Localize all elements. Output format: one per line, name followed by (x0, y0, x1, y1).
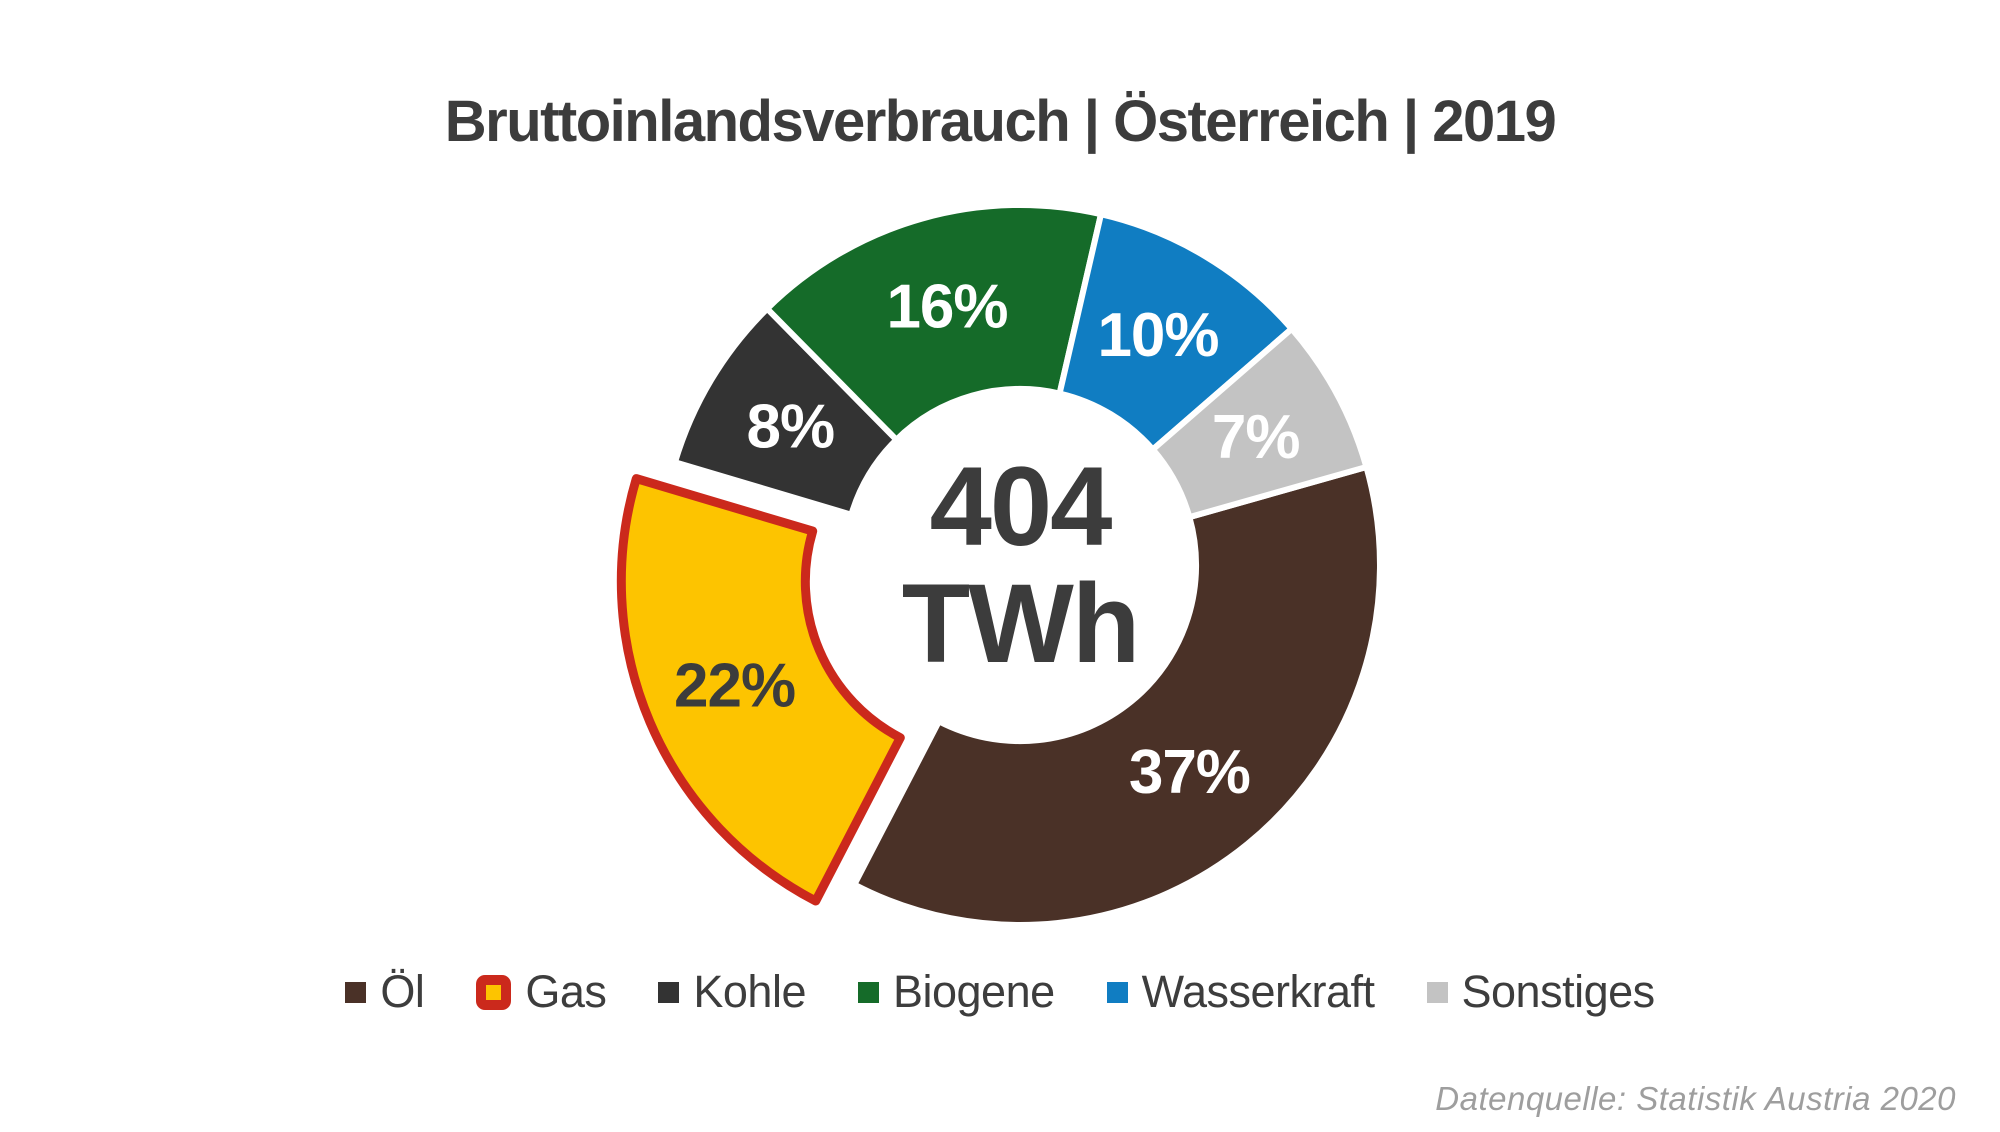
legend-label-biogene: Biogene (892, 966, 1055, 1017)
legend-label-gas: Gas (525, 966, 607, 1017)
legend-swatch-kohle (658, 981, 680, 1003)
slice-percent-label-gas: 22% (674, 652, 795, 721)
slice-percent-label-oel: 37% (1129, 738, 1250, 807)
legend-item-oel: Öl (345, 966, 425, 1018)
legend-item-sonstiges: Sonstiges (1426, 966, 1656, 1018)
legend-label-kohle: Kohle (693, 966, 806, 1017)
legend-swatch-inner-gas (486, 984, 502, 1000)
slice-percent-label-wasserkraft: 10% (1097, 301, 1218, 370)
slice-percent-label-biogene: 16% (886, 273, 1007, 342)
pie-slice-sonstiges (1149, 325, 1370, 521)
slice-percent-label-sonstiges: 7% (1212, 403, 1300, 472)
legend-swatch-biogene (857, 981, 879, 1003)
legend-label-wasserkraft: Wasserkraft (1141, 966, 1375, 1017)
data-source-note: Datenquelle: Statistik Austria 2020 (1435, 1080, 1956, 1117)
pie-slice-gas (616, 474, 905, 906)
legend-swatch-sonstiges (1426, 981, 1448, 1003)
donut-slice-labels-group: 37% 22% 8% 16% 10% 7% (674, 273, 1300, 808)
legend-swatch-wasserkraft (1106, 981, 1128, 1003)
legend-label-sonstiges: Sonstiges (1461, 966, 1656, 1017)
pie-slice-wasserkraft (1056, 211, 1295, 453)
pie-slice-oel (851, 464, 1383, 928)
legend-item-wasserkraft: Wasserkraft (1106, 966, 1375, 1018)
legend-swatch-oel (345, 981, 367, 1003)
legend-item-gas: Gas (476, 966, 607, 1018)
chart-legend: Öl Gas Kohle Biogene Wasserkraft Sonstiges (0, 956, 2000, 1028)
chart-title: Bruttoinlandsverbrauch | Österreich | 20… (444, 89, 1557, 154)
center-total-unit: TWh (902, 561, 1139, 686)
legend-item-biogene: Biogene (857, 966, 1055, 1018)
donut-slices-group (616, 201, 1383, 928)
legend-swatch-gas (476, 974, 512, 1010)
slice-percent-label-kohle: 8% (746, 393, 834, 462)
legend-label-oel: Öl (380, 966, 425, 1017)
legend-item-kohle: Kohle (658, 966, 806, 1018)
pie-slice-biogene (764, 201, 1104, 443)
center-total-value: 404 (930, 444, 1113, 569)
